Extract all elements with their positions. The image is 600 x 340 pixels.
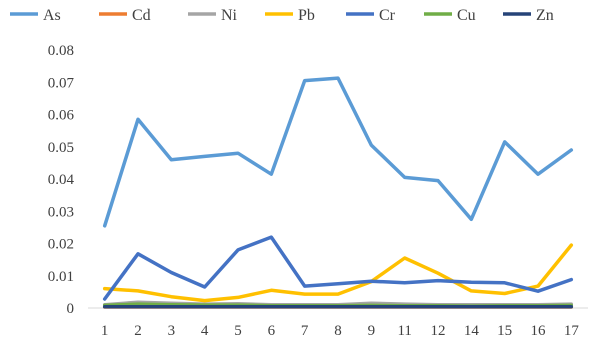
legend-label: Cr — [379, 7, 396, 24]
x-tick-label: 11 — [397, 323, 411, 339]
legend-item-cu: Cu — [424, 7, 476, 24]
y-axis-tick-labels: 0 0.01 0.02 0.03 0.04 0.05 0.06 0.07 0.08 — [48, 43, 75, 317]
chart-legend: As Cd Ni Pb Cr Cu Zn — [10, 7, 554, 24]
y-tick-label: 0.02 — [48, 237, 74, 253]
y-tick-label: 0.07 — [48, 75, 75, 91]
legend-label: Pb — [298, 7, 315, 24]
x-tick-label: 3 — [168, 323, 176, 339]
y-tick-label: 0.08 — [48, 43, 74, 59]
legend-item-cd: Cd — [99, 7, 151, 24]
legend-label: Ni — [221, 7, 238, 24]
legend-label: As — [43, 7, 61, 24]
x-tick-label: 12 — [431, 323, 446, 339]
y-tick-label: 0.03 — [48, 204, 74, 220]
series-lines — [102, 76, 574, 309]
x-tick-label: 1 — [101, 323, 109, 339]
legend-item-pb: Pb — [265, 7, 315, 24]
x-tick-label: 7 — [301, 323, 309, 339]
y-tick-label: 0.06 — [48, 108, 75, 124]
x-tick-label: 2 — [134, 323, 142, 339]
x-tick-label: 14 — [464, 323, 480, 339]
x-tick-label: 17 — [564, 323, 580, 339]
x-tick-label: 9 — [368, 323, 376, 339]
series-line-cr — [102, 235, 574, 301]
x-tick-label: 5 — [234, 323, 242, 339]
legend-label: Zn — [536, 7, 554, 24]
series-line-as — [102, 76, 574, 228]
x-tick-label: 15 — [497, 323, 512, 339]
series-line-pb — [102, 243, 574, 303]
legend-item-as: As — [10, 7, 61, 24]
x-tick-label: 4 — [201, 323, 209, 339]
y-tick-label: 0 — [67, 301, 75, 317]
legend-label: Cu — [457, 7, 476, 24]
y-tick-label: 0.01 — [48, 269, 74, 285]
x-axis-tick-labels: 1 2 3 4 5 6 7 8 9 11 12 14 15 16 17 — [101, 323, 579, 339]
legend-item-zn: Zn — [503, 7, 554, 24]
x-tick-label: 8 — [334, 323, 342, 339]
legend-label: Cd — [132, 7, 151, 24]
legend-item-ni: Ni — [188, 7, 238, 24]
x-tick-label: 16 — [531, 323, 547, 339]
y-tick-label: 0.05 — [48, 140, 74, 156]
x-tick-label: 6 — [268, 323, 276, 339]
legend-item-cr: Cr — [346, 7, 396, 24]
y-tick-label: 0.04 — [48, 172, 75, 188]
